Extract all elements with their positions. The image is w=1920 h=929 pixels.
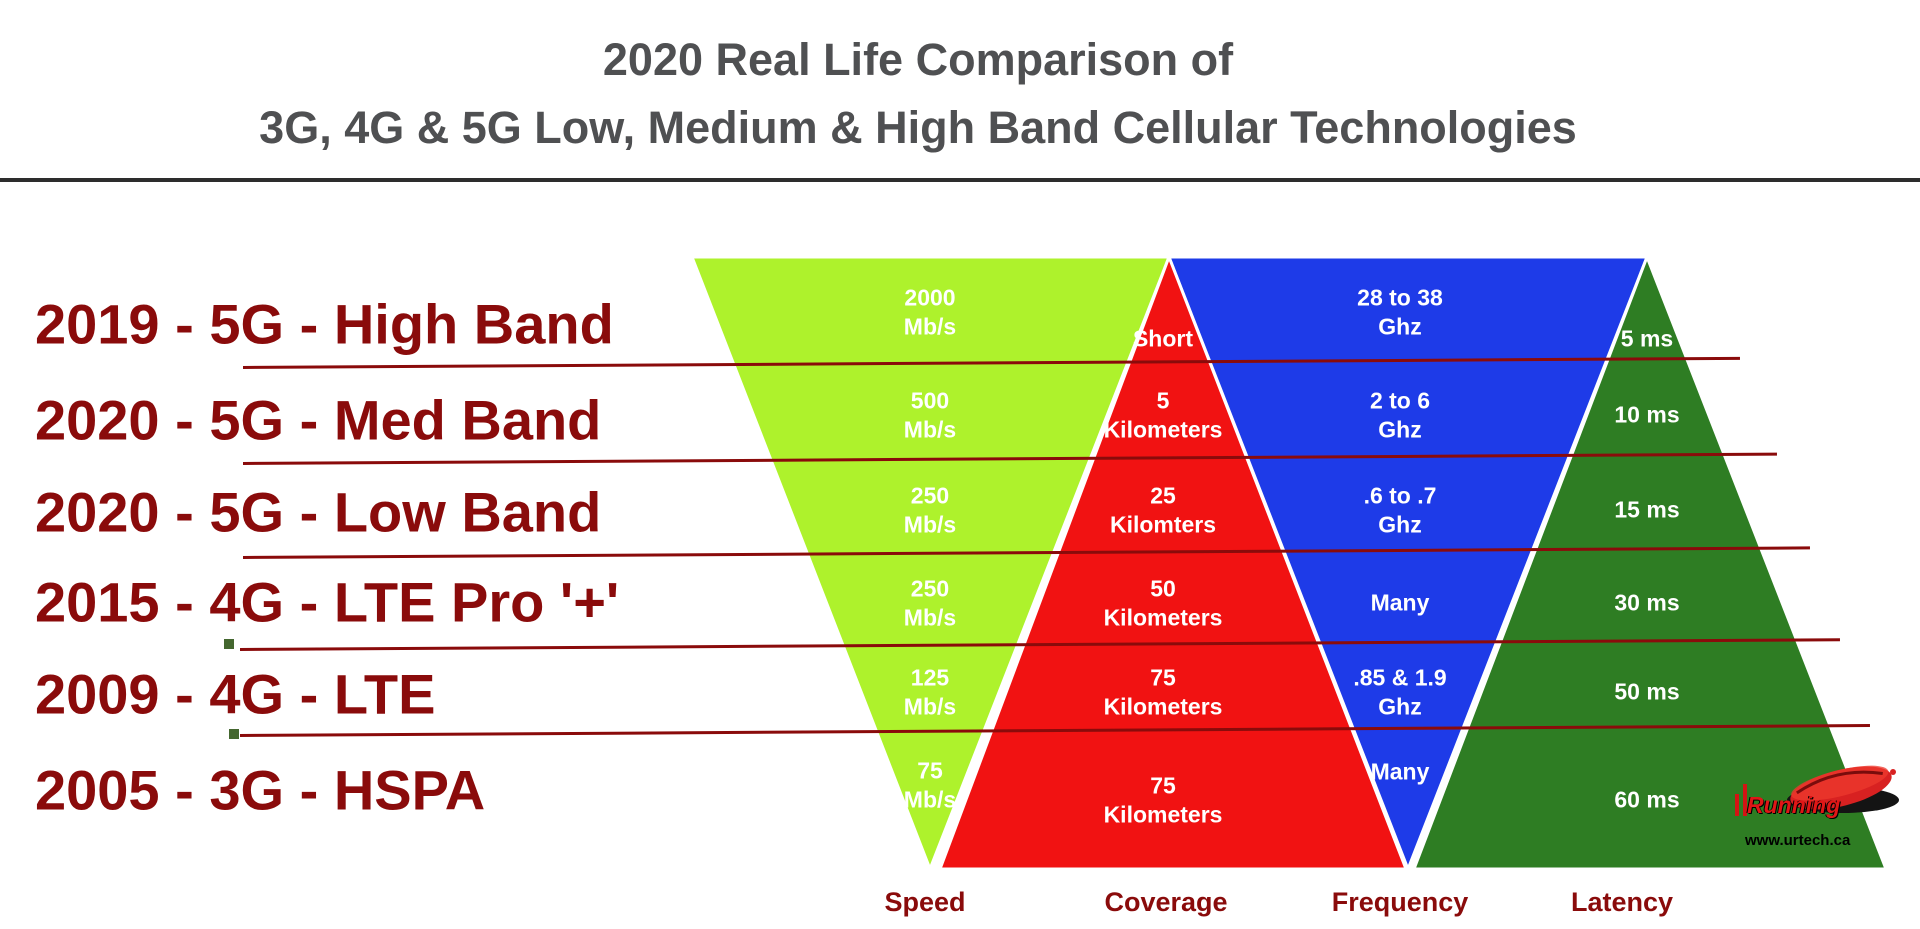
frequency-value-r2: 2 to 6 Ghz bbox=[1369, 387, 1431, 442]
row-label-2015-4g-ltepro: 2015 - 4G - LTE Pro '+' bbox=[35, 570, 620, 634]
latency-value-r4: 30 ms bbox=[1614, 589, 1680, 616]
coverage-triangle bbox=[937, 252, 1409, 871]
column-label-coverage: Coverage bbox=[1104, 887, 1228, 917]
latency-value-r5: 50 ms bbox=[1614, 678, 1680, 705]
row-label-2019-5g-high: 2019 - 5G - High Band bbox=[35, 292, 614, 356]
logo-bar-icon bbox=[1743, 784, 1747, 816]
frequency-value-r3: .6 to .7 Ghz bbox=[1363, 482, 1437, 537]
frequency-value-r5: .85 & 1.9 Ghz bbox=[1353, 664, 1447, 719]
latency-value-r2: 10 ms bbox=[1614, 401, 1680, 428]
latency-triangle bbox=[1411, 252, 1889, 871]
row-label-2005-3g-hspa: 2005 - 3G - HSPA bbox=[35, 758, 486, 822]
logo-bars-icon bbox=[1735, 782, 1747, 816]
coverage-value-r3: 25 Kilomters bbox=[1109, 482, 1217, 537]
page-title: 2020 Real Life Comparison of 3G, 4G & 5G… bbox=[0, 26, 1836, 161]
page-title-line-1: 2020 Real Life Comparison of bbox=[602, 34, 1234, 85]
line-handle-icon-1 bbox=[224, 639, 234, 649]
mouse-icon bbox=[1787, 765, 1899, 813]
speed-value-r4: 250 Mb/s bbox=[903, 575, 957, 630]
speed-value-r3: 250 Mb/s bbox=[903, 482, 957, 537]
frequency-value-r6: Many bbox=[1370, 758, 1430, 785]
latency-value-r1: 5 ms bbox=[1620, 325, 1674, 352]
speed-triangle bbox=[689, 255, 1172, 874]
column-label-speed: Speed bbox=[884, 887, 966, 917]
speed-value-r6: 75 Mb/s bbox=[903, 757, 957, 812]
row-label-2009-4g-lte: 2009 - 4G - LTE bbox=[35, 662, 436, 726]
logo: Running www.urtech.ca bbox=[1733, 760, 1918, 865]
column-label-latency: Latency bbox=[1570, 887, 1674, 917]
coverage-value-r6: 75 Kilometers bbox=[1103, 772, 1223, 827]
coverage-value-r1: Short bbox=[1132, 325, 1194, 352]
row-label-2020-5g-med: 2020 - 5G - Med Band bbox=[35, 388, 602, 452]
coverage-value-r2: 5 Kilometers bbox=[1103, 387, 1223, 442]
latency-value-r6: 60 ms bbox=[1614, 786, 1680, 813]
speed-value-r5: 125 Mb/s bbox=[903, 664, 957, 719]
latency-value-r3: 15 ms bbox=[1614, 496, 1680, 523]
line-handle-icon-2 bbox=[229, 729, 239, 739]
logo-bar-icon bbox=[1735, 794, 1739, 816]
page-title-line-2: 3G, 4G & 5G Low, Medium & High Band Cell… bbox=[259, 101, 1577, 153]
speed-value-r2: 500 Mb/s bbox=[903, 387, 957, 442]
coverage-value-r5: 75 Kilometers bbox=[1103, 664, 1223, 719]
frequency-value-r1: 28 to 38 Ghz bbox=[1357, 284, 1443, 339]
column-label-frequency: Frequency bbox=[1331, 887, 1469, 917]
logo-url: www.urtech.ca bbox=[1745, 832, 1851, 849]
title-underline bbox=[0, 178, 1920, 182]
frequency-value-r4: Many bbox=[1370, 589, 1430, 616]
coverage-value-r4: 50 Kilometers bbox=[1103, 575, 1223, 630]
logo-brand: Running bbox=[1747, 792, 1841, 818]
speed-value-r1: 2000 Mb/s bbox=[903, 284, 957, 339]
row-label-2020-5g-low: 2020 - 5G - Low Band bbox=[35, 480, 602, 544]
